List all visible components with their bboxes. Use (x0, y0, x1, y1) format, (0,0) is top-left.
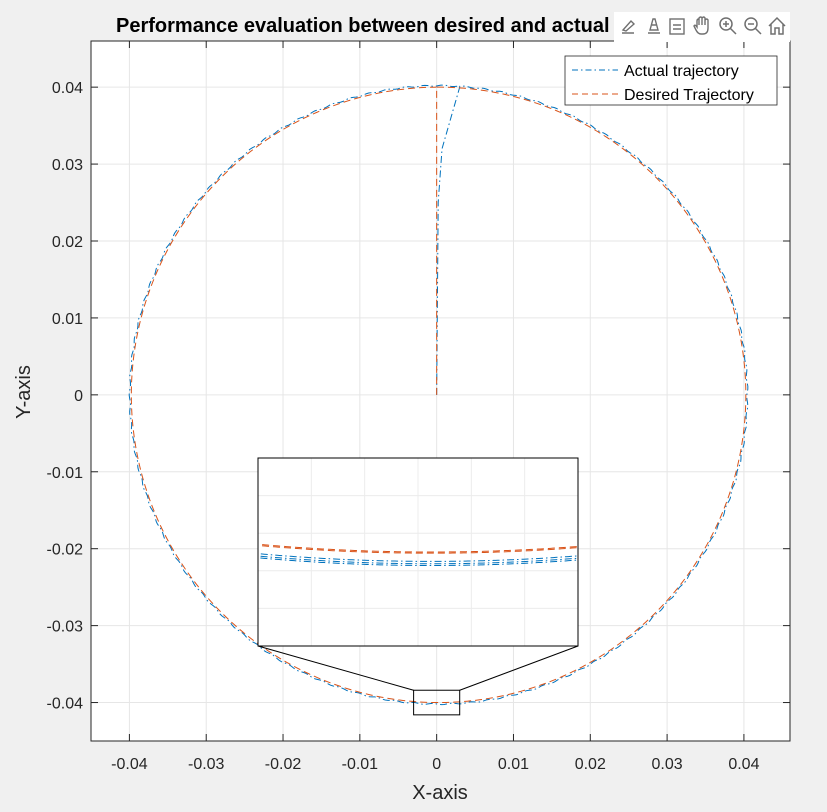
desired-trajectory-line[interactable] (130, 86, 747, 704)
x-tick-label: 0.04 (728, 756, 759, 773)
inset-actual-trajectory-line (258, 553, 578, 562)
x-tick-label: 0 (432, 756, 441, 773)
zoom-out-icon[interactable] (744, 17, 762, 35)
zoom-guides (257, 645, 579, 716)
y-tick-label: -0.03 (47, 619, 84, 636)
inset-plot-area (258, 543, 578, 567)
toolbar-background (614, 12, 790, 42)
ticks (91, 41, 790, 741)
x-tick-label: -0.01 (342, 756, 379, 773)
x-tick-label: -0.03 (188, 756, 225, 773)
y-tick-label: -0.01 (47, 465, 84, 482)
y-axis-label: Y-axis (13, 365, 35, 419)
y-tick-label: 0.03 (52, 157, 83, 174)
inset-desired-trajectory-line (258, 543, 578, 553)
x-tick-label: 0.03 (652, 756, 683, 773)
link-icon[interactable] (669, 18, 685, 35)
inset-axes[interactable] (217, 457, 645, 647)
actual-trajectory-line[interactable] (128, 84, 749, 706)
axes-toolbar (614, 12, 790, 42)
pan-icon[interactable] (693, 16, 709, 35)
zoom-connector-left (257, 645, 414, 691)
x-tick-label: -0.04 (111, 756, 148, 773)
x-axis-label: X-axis (412, 782, 468, 804)
y-tick-label: 0.02 (52, 234, 83, 251)
zoom-region-box (413, 689, 461, 716)
zoom-connector-right (459, 645, 579, 691)
zoom-in-icon[interactable] (719, 17, 737, 35)
y-tick-label: -0.02 (47, 542, 84, 559)
brush-icon[interactable] (621, 19, 636, 34)
y-tick-label: -0.04 (47, 696, 84, 713)
legend[interactable]: Actual trajectory Desired Trajectory (564, 55, 778, 106)
legend-actual-label: Actual trajectory (624, 63, 739, 80)
legend-box (564, 55, 778, 106)
y-tick-label: 0.01 (52, 311, 83, 328)
x-tick-labels: -0.04 -0.03 -0.02 -0.01 0 0.01 0.02 0.03 0.04 (111, 756, 759, 773)
y-tick-labels: -0.04 -0.03 -0.02 -0.01 0 0.01 0.02 0.03 0.04 (47, 80, 84, 712)
x-tick-label: 0.02 (575, 756, 606, 773)
plot-area[interactable] (128, 84, 749, 706)
data-tips-icon[interactable] (648, 18, 660, 34)
home-icon[interactable] (768, 16, 786, 35)
axes-frame (90, 40, 791, 742)
chart-title: Performance evaluation between desired a… (116, 15, 707, 37)
y-tick-label: 0 (74, 388, 83, 405)
inset-frame (257, 457, 579, 647)
inset-actual-trajectory-line (258, 555, 578, 565)
x-tick-label: 0.01 (498, 756, 529, 773)
legend-desired-label: Desired Trajectory (624, 87, 754, 104)
inset-desired-trajectory-line (258, 544, 578, 554)
y-tick-label: 0.04 (52, 80, 83, 97)
x-tick-label: -0.02 (265, 756, 302, 773)
